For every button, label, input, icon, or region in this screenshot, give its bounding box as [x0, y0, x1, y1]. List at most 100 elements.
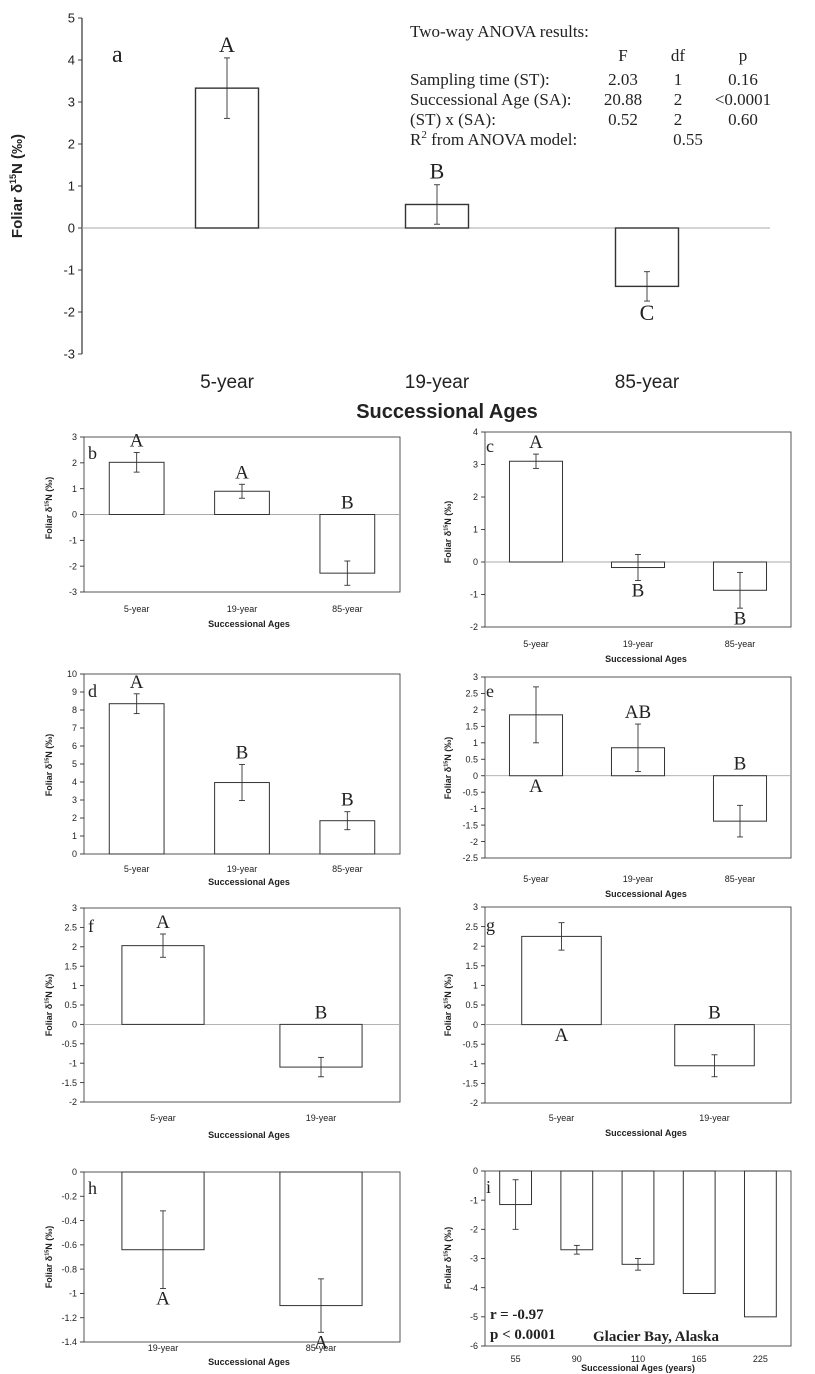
- y-tick-label: 7: [72, 723, 77, 733]
- y-tick-label: -1: [470, 590, 478, 600]
- y-axis-title: Foliar δ15N (‰): [44, 974, 54, 1036]
- y-axis-title-unit: N (‰): [443, 737, 453, 761]
- y-tick-label: 2: [72, 942, 77, 952]
- anova-header: df: [671, 46, 686, 65]
- y-axis-title-unit: N (‰): [44, 477, 54, 501]
- x-category-label: 19-year: [306, 1113, 337, 1123]
- significance-letter: A: [555, 1025, 569, 1046]
- bar-90: [561, 1171, 593, 1250]
- significance-letter: A: [529, 432, 543, 453]
- y-tick-label: 3: [72, 903, 77, 913]
- y-tick-label: -1: [69, 536, 77, 546]
- y-axis-title-unit: N (‰): [9, 134, 26, 174]
- panel-label: b: [88, 443, 97, 463]
- anova-f-value: 0.55: [673, 130, 703, 149]
- anova-f-value: 0.52: [608, 110, 638, 129]
- y-tick-label: 1: [72, 981, 77, 991]
- anova-title: Two-way ANOVA results:: [410, 22, 589, 41]
- significance-letter: A: [235, 462, 249, 483]
- panel-g: -2-1.5-1-0.500.511.522.53A5-yearB19-year…: [443, 902, 791, 1138]
- y-tick-label: 0: [72, 849, 77, 859]
- y-tick-label: 8: [72, 705, 77, 715]
- y-tick-label: -1: [470, 804, 478, 814]
- y-tick-label: -2: [69, 561, 77, 571]
- y-tick-label: -2: [63, 305, 75, 320]
- y-tick-label: -1: [470, 1059, 478, 1069]
- anova-p-value: 0.16: [728, 70, 758, 89]
- stats-annotation: r = -0.97: [490, 1307, 544, 1323]
- y-tick-label: 1.5: [64, 961, 77, 971]
- y-axis-title: Foliar δ15N (‰): [44, 1226, 54, 1288]
- y-tick-label: 1: [72, 831, 77, 841]
- y-tick-label: 0: [72, 1020, 77, 1030]
- y-axis-title-main: Foliar δ: [443, 530, 453, 563]
- anova-row-label-main: R: [410, 130, 422, 149]
- y-axis-title: Foliar δ15N (‰): [44, 477, 54, 539]
- y-axis-title-unit: N (‰): [443, 501, 453, 525]
- x-category-label: 5-year: [124, 604, 150, 614]
- x-axis-title: Successional Ages: [356, 401, 538, 423]
- y-tick-label: 5: [72, 759, 77, 769]
- y-tick-label: -2: [69, 1097, 77, 1107]
- y-tick-label: 2.5: [64, 923, 77, 933]
- y-axis-title-unit: N (‰): [44, 974, 54, 998]
- y-tick-label: 2.5: [465, 922, 478, 932]
- y-tick-label: 0: [72, 1167, 77, 1177]
- anova-row-label: Successional Age (SA):: [410, 90, 571, 109]
- x-category-label: 225: [753, 1354, 768, 1364]
- y-axis-title-unit: N (‰): [443, 974, 453, 998]
- significance-letter: A: [219, 32, 235, 57]
- anova-header: p: [739, 46, 748, 65]
- y-axis-title: Foliar δ15N (‰): [443, 974, 453, 1036]
- anova-row-label: Sampling time (ST):: [410, 70, 550, 89]
- y-tick-label: 0.5: [465, 755, 478, 765]
- y-tick-label: 4: [473, 427, 478, 437]
- y-axis-title-main: Foliar δ: [44, 1255, 54, 1288]
- bar-5-year: [109, 704, 164, 854]
- y-tick-label: 0.5: [64, 1000, 77, 1010]
- panel-label: g: [486, 915, 495, 935]
- y-axis-title: Foliar δ15N (‰): [443, 501, 453, 563]
- y-tick-label: 3: [473, 902, 478, 912]
- y-tick-label: 2: [473, 941, 478, 951]
- x-category-label: 19-year: [227, 864, 258, 874]
- y-tick-label: -1.5: [462, 820, 478, 830]
- anova-df-value: 2: [674, 90, 683, 109]
- x-axis-title: Successional Ages: [208, 1357, 290, 1367]
- x-category-label: 19-year: [699, 1113, 730, 1123]
- y-tick-label: -0.2: [61, 1192, 77, 1202]
- y-tick-label: 2: [72, 458, 77, 468]
- y-axis-title-main: Foliar δ: [44, 763, 54, 796]
- stats-annotation: p < 0.0001: [490, 1327, 556, 1343]
- y-tick-label: 0: [473, 1020, 478, 1030]
- x-category-label: 85-year: [725, 874, 756, 884]
- y-axis-title: Foliar δ15N (‰): [44, 734, 54, 796]
- y-tick-label: -1.5: [61, 1078, 77, 1088]
- anova-row-label-rest: from ANOVA model:: [427, 130, 577, 149]
- x-category-label: 85-year: [615, 372, 680, 393]
- significance-letter: C: [640, 300, 655, 325]
- panel-label: d: [88, 681, 97, 701]
- y-axis-title-unit: N (‰): [44, 1226, 54, 1250]
- panel-c: -2-101234 A5-yearB19-yearB85-yearSuccessi…: [443, 427, 791, 664]
- x-axis-title: Successional Ages: [208, 1130, 290, 1140]
- y-tick-label: 0.5: [465, 1000, 478, 1010]
- panel-label: e: [486, 681, 494, 701]
- y-axis-title: Foliar δ15N (‰): [443, 1227, 453, 1289]
- y-tick-label: -0.4: [61, 1216, 77, 1226]
- x-category-label: 85-year: [332, 864, 363, 874]
- y-tick-label: 10: [67, 669, 77, 679]
- x-axis-title: Successional Ages: [605, 889, 687, 899]
- significance-letter: A: [156, 912, 170, 933]
- y-tick-label: 1: [473, 738, 478, 748]
- y-axis-title: Foliar δ15N (‰): [8, 134, 26, 238]
- significance-letter: A: [130, 672, 144, 693]
- y-tick-label: 0: [473, 771, 478, 781]
- significance-letter: A: [130, 431, 144, 452]
- x-category-label: 5-year: [549, 1113, 575, 1123]
- significance-letter: B: [632, 581, 645, 602]
- panel-f: -2 -1.5 -1 -0.5 0 0.5 1 1.5 2 2.5 3 A 5-year B 19-year…: [44, 903, 400, 1140]
- y-axis-title-unit: N (‰): [44, 734, 54, 758]
- y-tick-label: -2: [470, 1225, 478, 1235]
